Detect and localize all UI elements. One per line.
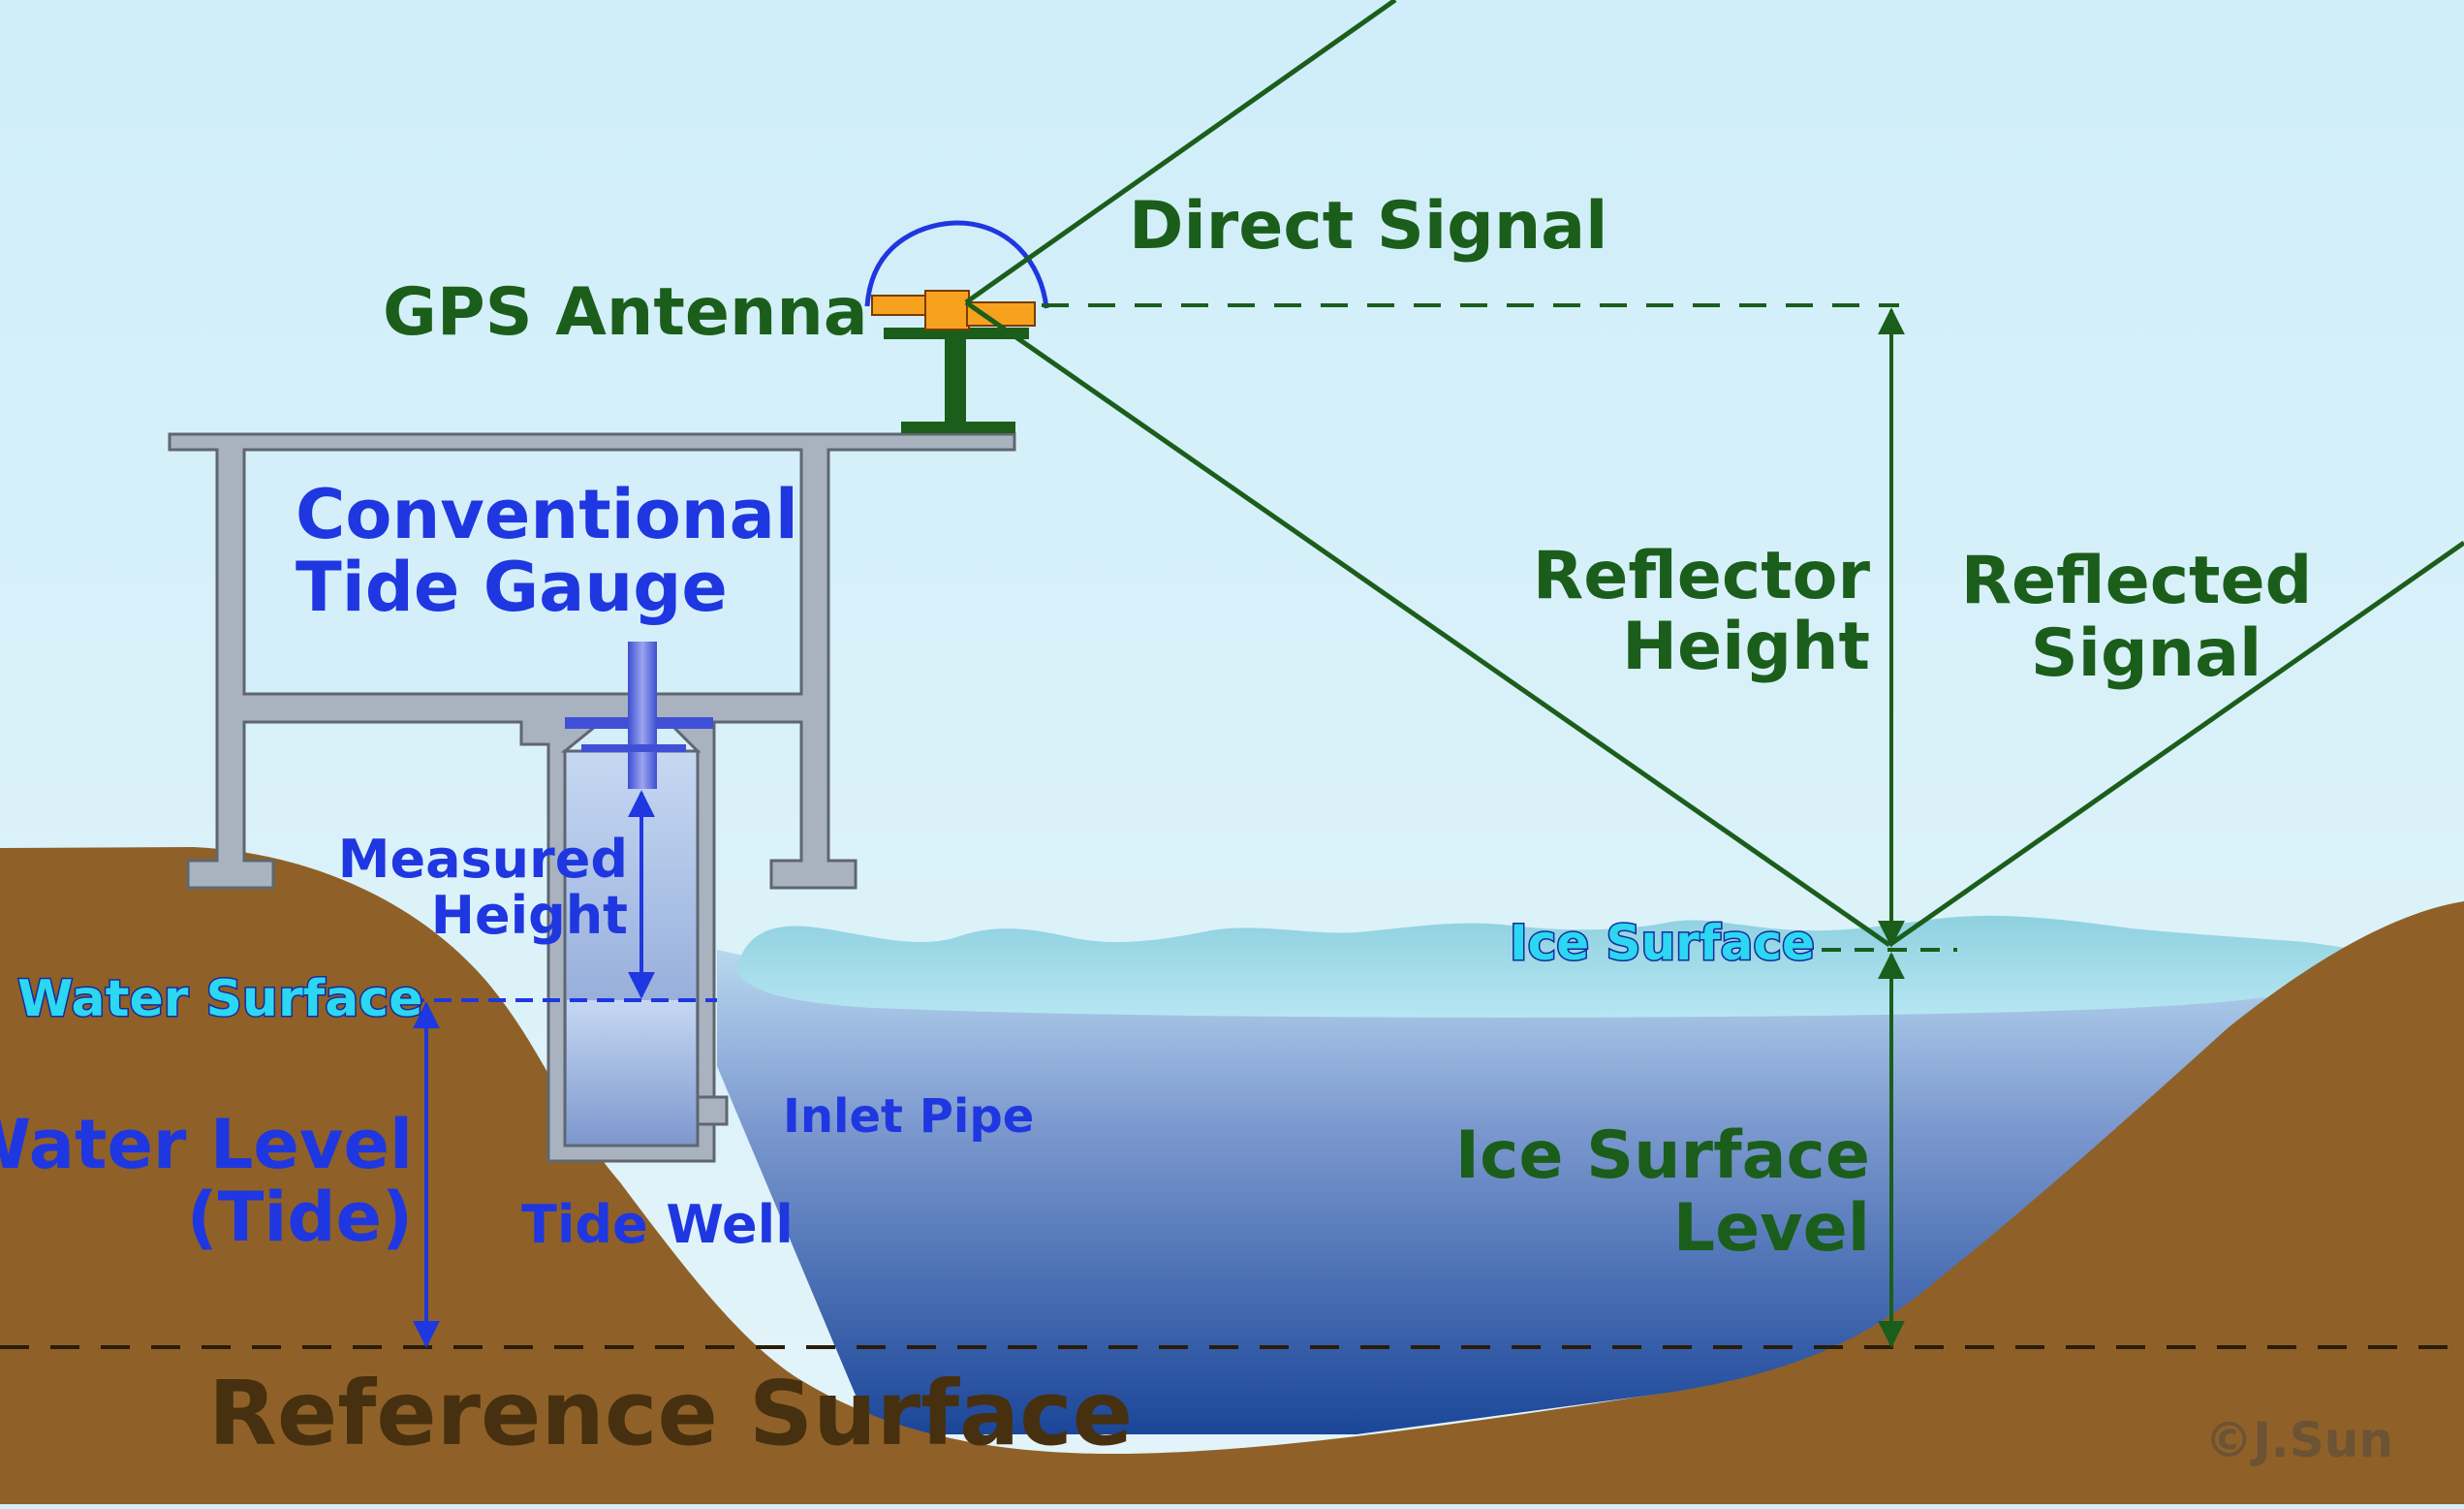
conventional-label-2: Tide Gauge [296, 548, 728, 627]
reflected-signal-incoming [964, 299, 1891, 948]
ice-surface-label: Ice Surface [1510, 915, 1815, 971]
float-rod-base [581, 744, 686, 752]
reflected-signal-label-2: Signal [2031, 615, 2262, 692]
direct-signal-label: Direct Signal [1129, 188, 1607, 265]
inlet-pipe [696, 1095, 729, 1126]
water-level-label-2: (Tide) [187, 1178, 413, 1257]
ice-level-label-2: Level [1673, 1190, 1870, 1267]
direct-signal-ray [964, 0, 1397, 305]
measured-height-label-1: Measured [338, 829, 628, 890]
reflector-height-label-1: Reflector [1533, 538, 1871, 614]
tide-well-label: Tide Well [521, 1194, 794, 1255]
reflector-height-label-2: Height [1622, 609, 1870, 685]
ground-left [0, 847, 2464, 1504]
copyright-label: ©J.Sun [2204, 1412, 2393, 1468]
float-rod [628, 642, 657, 789]
reflected-signal-outgoing [1887, 540, 2464, 948]
well-water [567, 1000, 696, 1144]
water-level-label-1: Water Level [0, 1105, 413, 1184]
inlet-pipe-label: Inlet Pipe [783, 1089, 1034, 1144]
reference-surface-label: Reference Surface [208, 1362, 1133, 1465]
ice-layer [736, 915, 2393, 1018]
ice-level-label-1: Ice Surface [1455, 1117, 1870, 1194]
reflected-signal-label-1: Reflected [1961, 543, 2313, 619]
measured-height-label-2: Height [431, 885, 628, 946]
gps-antenna-label: GPS Antenna [383, 274, 868, 351]
gauge-house-interior [242, 448, 803, 696]
water-surface-label: Water Surface [17, 970, 422, 1028]
conventional-label-1: Conventional [296, 475, 798, 554]
